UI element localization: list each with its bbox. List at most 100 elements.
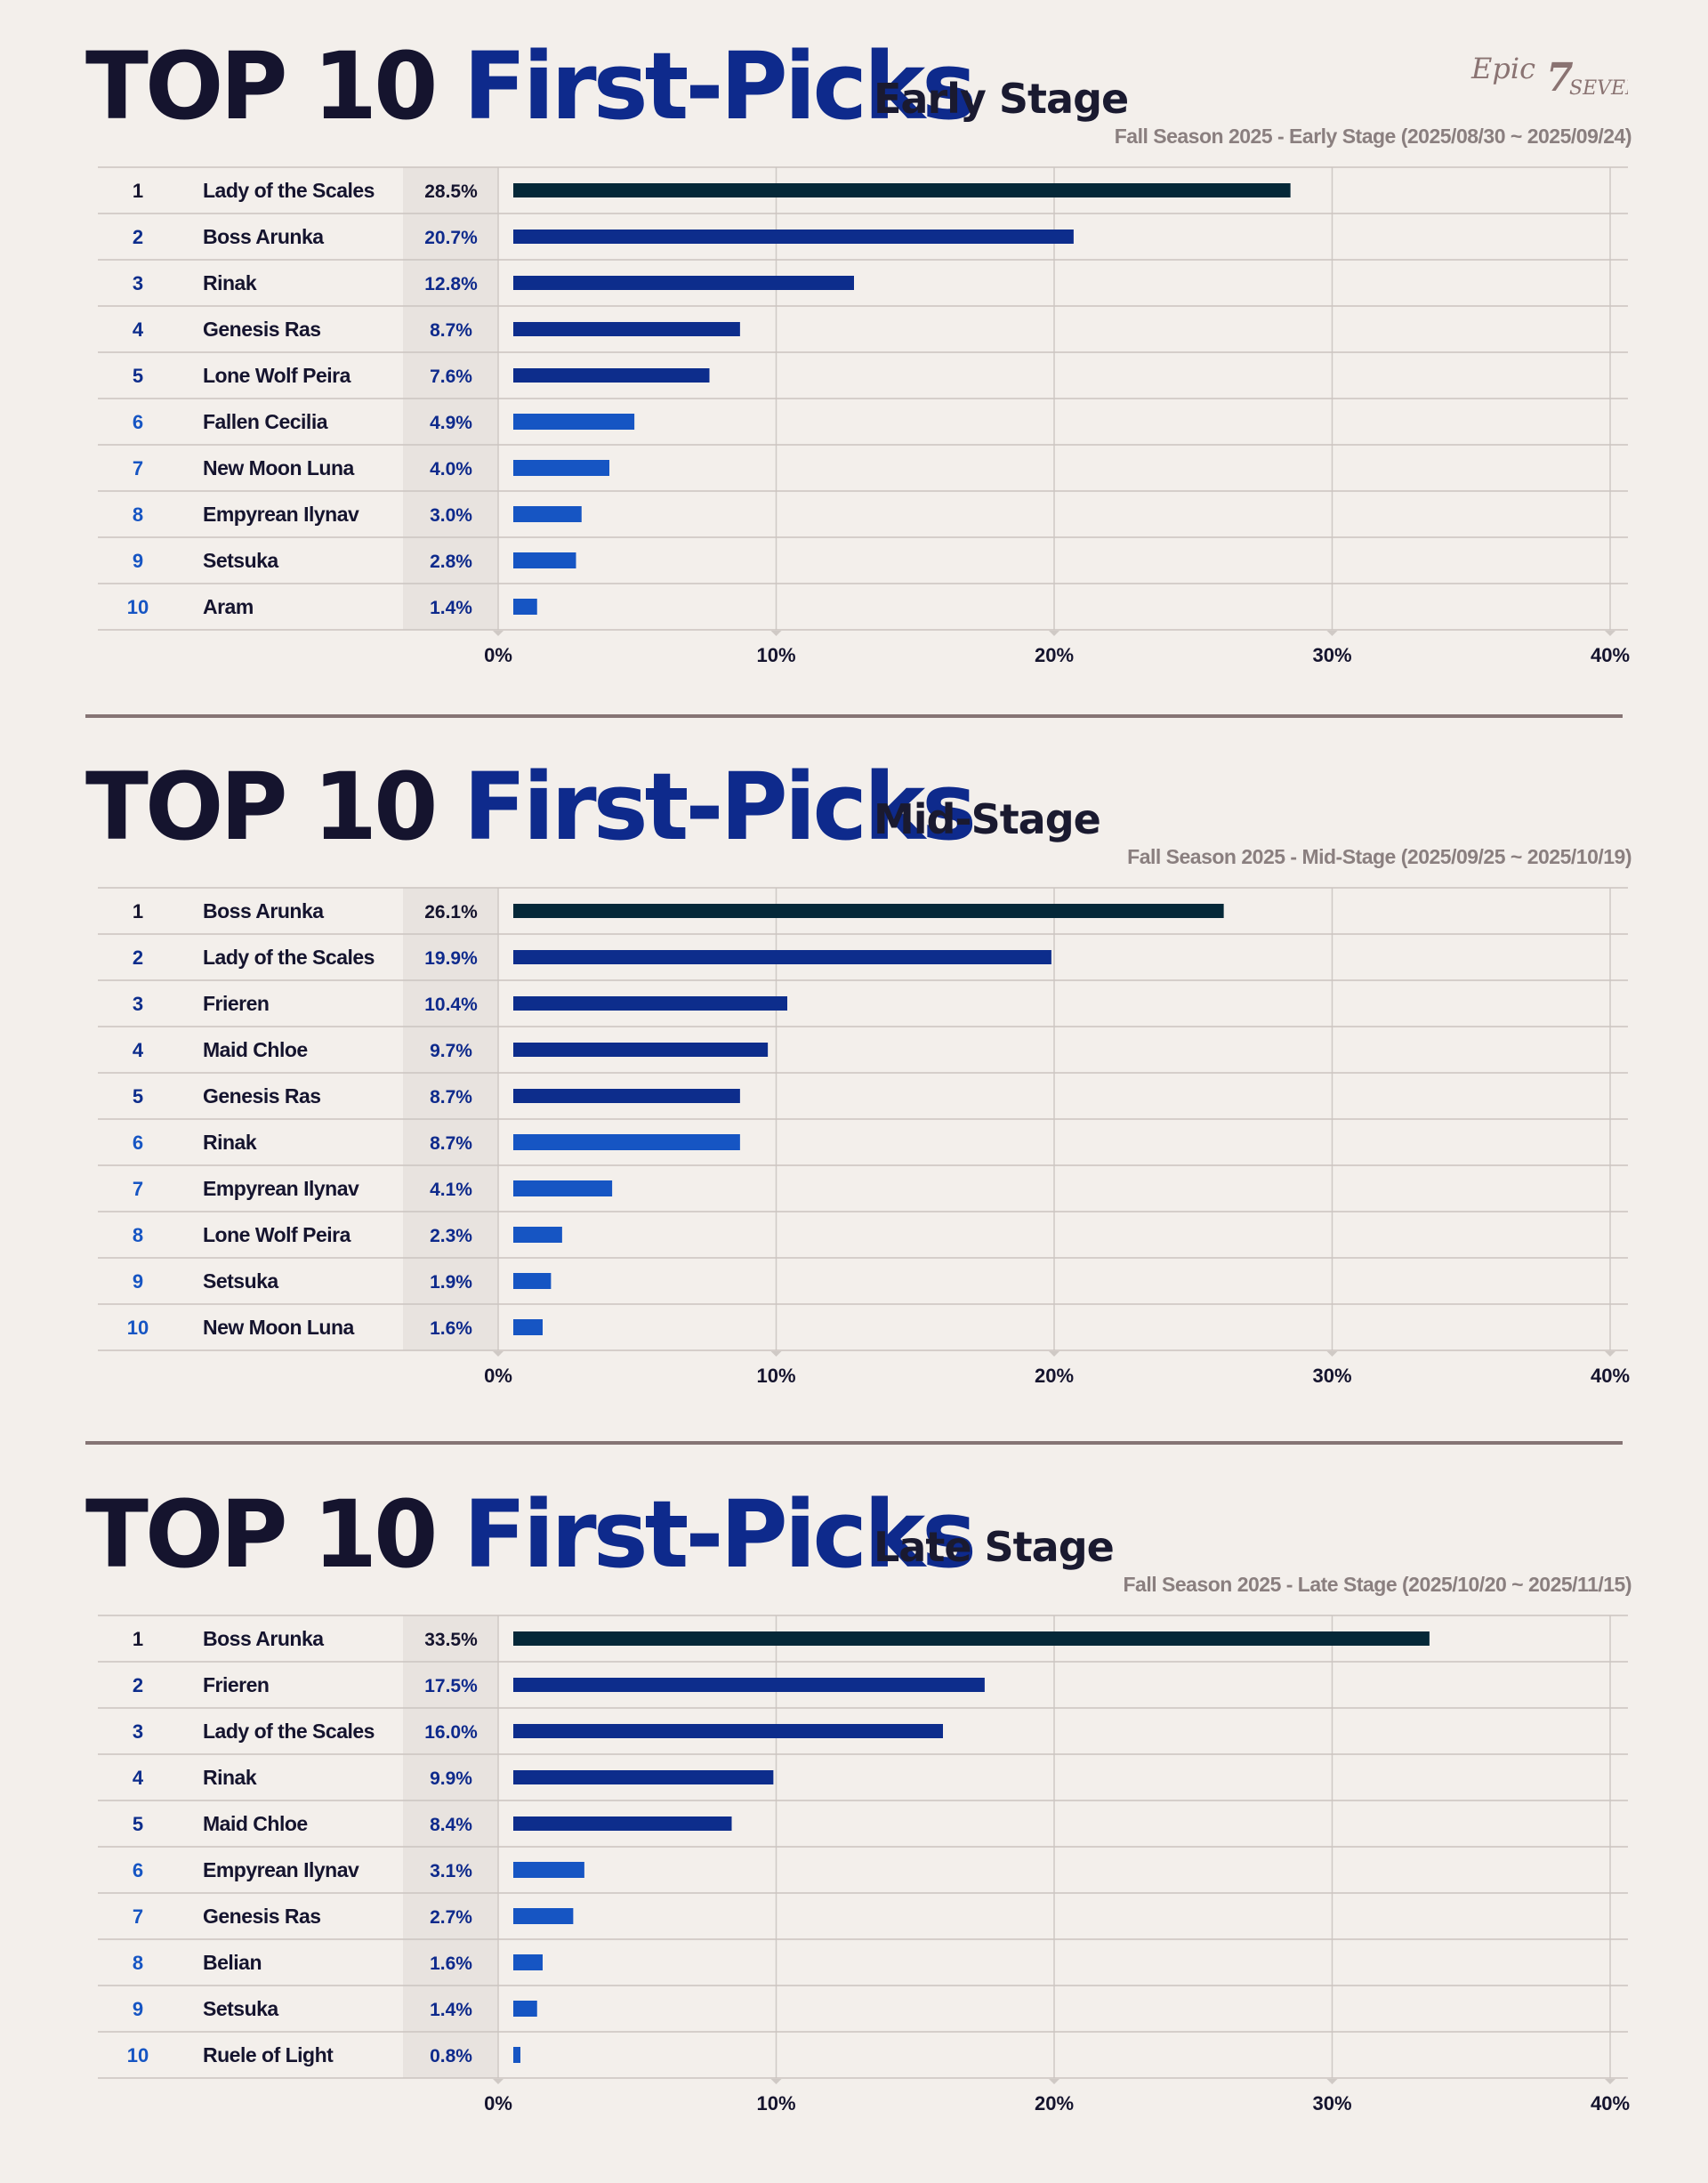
pick-rate-label: 26.1%: [424, 902, 478, 922]
pick-rate-label: 4.9%: [430, 413, 472, 433]
tick-marker: [1049, 631, 1059, 636]
hero-name-label: Rinak: [203, 271, 257, 294]
bar-chart-mid-stage: 0% 10% 20% 30% 40% 1 Boss Arunka 26.1% 2 Lady of …: [98, 887, 1630, 1387]
title-top10: TOP 10: [85, 1480, 439, 1589]
hero-name-label: New Moon Luna: [203, 456, 355, 479]
epic-seven-logo: Epic 7 SEVEN: [1470, 52, 1628, 101]
hero-name-label: Lone Wolf Peira: [203, 364, 351, 387]
rank-label: 1: [133, 180, 143, 202]
pick-rate-bar: [513, 1043, 769, 1057]
x-tick-label: 30%: [1312, 644, 1351, 666]
pick-rate-bar: [513, 460, 609, 476]
pick-rate-label: 3.0%: [430, 505, 472, 526]
hero-name-label: Lady of the Scales: [203, 946, 375, 969]
pick-rate-bar: [513, 1908, 574, 1924]
hero-name-label: Frieren: [203, 1673, 269, 1696]
tick-marker: [1049, 1351, 1059, 1357]
rank-label: 9: [133, 1270, 143, 1293]
pick-rate-label: 3.1%: [430, 1861, 472, 1881]
pick-rate-bar: [513, 1089, 740, 1103]
pick-rate-bar: [513, 552, 576, 568]
tick-marker: [1605, 1351, 1615, 1357]
hero-name-label: Genesis Ras: [203, 1905, 321, 1928]
pick-rate-label: 0.8%: [430, 2046, 472, 2066]
tick-marker: [493, 1351, 504, 1357]
pick-rate-label: 28.5%: [424, 181, 478, 202]
pick-rate-bar: [513, 1631, 1430, 1646]
hero-name-label: Rinak: [203, 1131, 257, 1154]
section-early-stage: TOP 10 First-Picks Early Stage Fall Seas…: [0, 0, 1708, 666]
logo-seven-text: SEVEN: [1569, 77, 1628, 100]
rank-label: 1: [133, 1628, 143, 1650]
hero-name-label: Lady of the Scales: [203, 1720, 375, 1743]
pick-rate-label: 4.0%: [430, 459, 472, 479]
pick-rate-bar: [513, 414, 635, 430]
pick-rate-bar: [513, 1770, 774, 1784]
hero-name-label: Setsuka: [203, 1269, 278, 1293]
hero-name-label: Lone Wolf Peira: [203, 1223, 351, 1246]
hero-name-label: Maid Chloe: [203, 1812, 308, 1835]
rank-label: 3: [133, 272, 143, 294]
pick-rate-bar: [513, 1180, 613, 1196]
hero-name-label: Boss Arunka: [203, 225, 324, 248]
rank-label: 2: [133, 1674, 143, 1696]
x-tick-label: 40%: [1591, 2092, 1630, 2115]
x-tick-label: 20%: [1035, 644, 1074, 666]
section-late-stage: TOP 10 First-Picks Late Stage Fall Seaso…: [0, 1448, 1708, 2115]
pick-rate-bar: [513, 950, 1051, 964]
rank-label: 4: [133, 318, 144, 341]
rank-label: 4: [133, 1039, 144, 1061]
rank-label: 5: [133, 365, 143, 387]
hero-name-label: Lady of the Scales: [203, 179, 375, 202]
rank-label: 9: [133, 1998, 143, 2020]
pick-rate-label: 10.4%: [424, 995, 478, 1015]
hero-name-label: Maid Chloe: [203, 1038, 308, 1061]
tick-marker: [1605, 2079, 1615, 2084]
section-title: TOP 10 First-Picks: [85, 1486, 977, 1583]
hero-name-label: Setsuka: [203, 1997, 278, 2020]
pick-rate-bar: [513, 1816, 732, 1831]
pick-rate-label: 16.0%: [424, 1722, 478, 1743]
pick-rate-label: 9.7%: [430, 1041, 472, 1061]
tick-marker: [493, 2079, 504, 2084]
hero-name-label: Belian: [203, 1951, 262, 1974]
hero-name-label: Fallen Cecilia: [203, 410, 328, 433]
season-subtitle: Fall Season 2025 - Late Stage (2025/10/2…: [1123, 1573, 1631, 1596]
rank-label: 10: [127, 2044, 149, 2066]
rank-label: 2: [133, 226, 143, 248]
pick-rate-bar: [513, 276, 854, 290]
x-tick-label: 30%: [1312, 2092, 1351, 2115]
hero-name-label: Genesis Ras: [203, 1084, 321, 1108]
tick-marker: [1049, 2079, 1059, 2084]
rank-label: 10: [127, 596, 149, 618]
pick-rate-bar: [513, 230, 1074, 244]
pick-rate-label: 2.3%: [430, 1226, 472, 1246]
pick-rate-label: 12.8%: [424, 274, 478, 294]
x-tick-label: 0%: [484, 2092, 512, 2115]
pick-rate-label: 2.8%: [430, 552, 472, 572]
x-tick-label: 0%: [484, 644, 512, 666]
pick-rate-label: 1.9%: [430, 1272, 472, 1293]
x-tick-label: 30%: [1312, 1365, 1351, 1387]
pick-rate-bar: [513, 996, 787, 1011]
pick-rate-bar: [513, 1227, 562, 1243]
tick-marker: [493, 631, 504, 636]
tick-marker: [1326, 2079, 1338, 2084]
pick-rate-label: 33.5%: [424, 1630, 478, 1650]
hero-name-label: Aram: [203, 595, 254, 618]
title-first-picks: First-Picks: [463, 32, 977, 141]
pick-rate-bar: [513, 1724, 943, 1738]
rank-label: 8: [133, 1952, 143, 1974]
pick-rate-label: 17.5%: [424, 1676, 478, 1696]
x-tick-label: 10%: [756, 644, 795, 666]
pick-rate-label: 9.9%: [430, 1768, 472, 1789]
pick-rate-label: 4.1%: [430, 1180, 472, 1200]
rank-label: 3: [133, 1720, 143, 1743]
hero-name-label: Empyrean Ilynav: [203, 1177, 359, 1200]
pick-rate-label: 8.4%: [430, 1815, 472, 1835]
x-tick-label: 20%: [1035, 2092, 1074, 2115]
stage-label: Late Stage: [874, 1523, 1115, 1571]
pick-rate-label: 19.9%: [424, 948, 478, 969]
hero-name-label: Setsuka: [203, 549, 278, 572]
pick-rate-bar: [513, 1862, 584, 1878]
